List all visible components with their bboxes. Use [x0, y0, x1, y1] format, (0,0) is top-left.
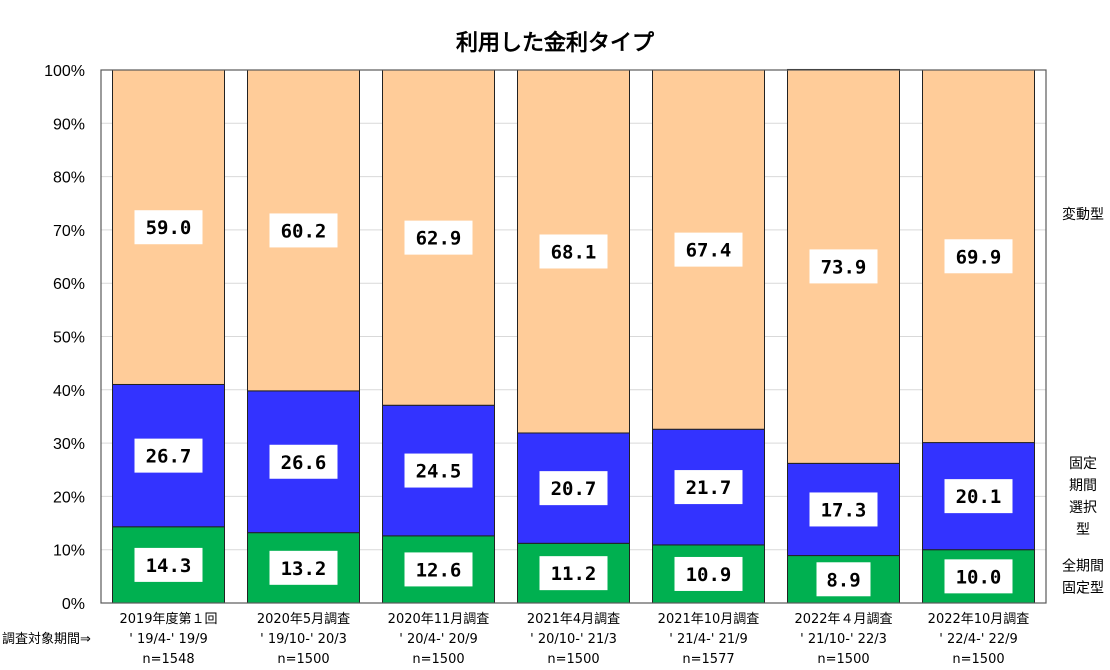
- y-tick-label: 40%: [53, 383, 85, 400]
- data-label: 62.9: [416, 228, 462, 250]
- data-label-box: [269, 550, 338, 585]
- x-tick-survey: 2020年5月調査: [257, 612, 350, 627]
- data-label: 17.3: [821, 499, 867, 521]
- x-tick-n: n=1577: [682, 652, 734, 667]
- data-label-box: [674, 232, 743, 267]
- legend-entry: 全期間: [1062, 557, 1104, 574]
- x-tick-n: n=1500: [277, 652, 329, 667]
- data-label-box: [944, 479, 1013, 514]
- legend-entry: 期間: [1069, 478, 1097, 494]
- bar-segment: [112, 526, 225, 604]
- data-label: 20.7: [551, 478, 597, 500]
- chart-title: 利用した金利タイプ: [456, 30, 655, 56]
- y-tick-label: 70%: [53, 223, 85, 240]
- x-tick-n: n=1548: [142, 652, 194, 667]
- x-tick-survey: 2022年10月調査: [928, 612, 1030, 627]
- x-tick-period: ' 20/10-' 21/3: [530, 632, 617, 647]
- x-tick-survey: 2020年11月調査: [388, 612, 490, 627]
- data-label-box: [404, 552, 473, 587]
- x-tick-survey: 2021年4月調査: [527, 612, 620, 627]
- data-label: 20.1: [956, 486, 1002, 508]
- data-label-box: [944, 239, 1013, 274]
- y-tick-label: 50%: [53, 330, 85, 347]
- data-label: 73.9: [821, 256, 867, 278]
- y-tick-label: 0%: [62, 596, 85, 613]
- x-tick-period: ' 20/4-' 20/9: [399, 632, 478, 647]
- legend-entry: 選択: [1069, 500, 1097, 516]
- data-label: 8.9: [826, 569, 860, 591]
- x-tick-survey: 2022年４月調査: [794, 612, 892, 627]
- data-label-box: [539, 234, 608, 269]
- data-label: 68.1: [551, 241, 597, 263]
- data-label-box: [809, 249, 878, 284]
- x-tick-survey: 2019年度第１回: [119, 611, 217, 627]
- legend-entry: 型: [1076, 522, 1090, 538]
- data-label-box: [674, 470, 743, 505]
- x-tick-n: n=1500: [817, 652, 869, 667]
- legend-entry: 固定型: [1062, 580, 1104, 596]
- x-tick-n: n=1500: [547, 652, 599, 667]
- y-tick-label: 90%: [53, 116, 85, 133]
- data-label: 11.2: [551, 563, 597, 585]
- data-label: 12.6: [416, 559, 462, 581]
- data-label: 10.9: [686, 564, 732, 586]
- y-tick-label: 10%: [53, 543, 85, 560]
- data-label-box: [269, 444, 338, 479]
- x-tick-period: ' 19/10-' 20/3: [260, 632, 347, 647]
- y-tick-label: 60%: [53, 276, 85, 293]
- data-label-box: [674, 556, 743, 591]
- x-tick-n: n=1500: [412, 652, 464, 667]
- data-label: 24.5: [416, 461, 462, 483]
- y-tick-label: 30%: [53, 436, 85, 453]
- data-label-box: [134, 210, 203, 245]
- y-tick-label: 20%: [53, 489, 85, 506]
- x-tick-period: ' 21/4-' 21/9: [669, 632, 748, 647]
- x-tick-period: ' 19/4-' 19/9: [129, 632, 208, 647]
- x-tick-period: ' 21/10-' 22/3: [800, 632, 887, 647]
- data-label-box: [944, 559, 1013, 594]
- data-label-box: [809, 492, 878, 527]
- x-prefix-label: 調査対象期間⇒: [2, 632, 91, 647]
- data-label: 14.3: [146, 555, 192, 577]
- data-label: 26.7: [146, 446, 192, 468]
- data-label-box: [269, 213, 338, 248]
- data-label-box: [404, 453, 473, 488]
- data-label: 60.2: [281, 220, 327, 242]
- data-label-box: [539, 471, 608, 506]
- y-tick-label: 100%: [44, 63, 85, 80]
- data-label-box: [134, 438, 203, 473]
- legend-entry: 固定: [1069, 456, 1097, 472]
- data-label: 26.6: [281, 452, 327, 474]
- x-tick-period: ' 22/4-' 22/9: [939, 632, 1018, 647]
- plot-area-border: [100, 69, 1047, 604]
- data-label: 21.7: [686, 477, 732, 499]
- data-label-box: [539, 556, 608, 591]
- data-label: 67.4: [686, 240, 732, 262]
- data-label-box: [404, 220, 473, 255]
- data-label: 13.2: [281, 558, 327, 580]
- legend-entry: 変動型: [1062, 206, 1104, 223]
- data-label-box: [134, 547, 203, 582]
- bar-segment: [247, 390, 360, 534]
- y-tick-label: 80%: [53, 170, 85, 187]
- x-tick-n: n=1500: [952, 652, 1004, 667]
- data-label: 59.0: [146, 217, 192, 239]
- data-label-box: [816, 562, 871, 597]
- x-tick-survey: 2021年10月調査: [658, 612, 760, 627]
- data-label: 69.9: [956, 246, 1002, 268]
- data-label: 10.0: [956, 566, 1002, 588]
